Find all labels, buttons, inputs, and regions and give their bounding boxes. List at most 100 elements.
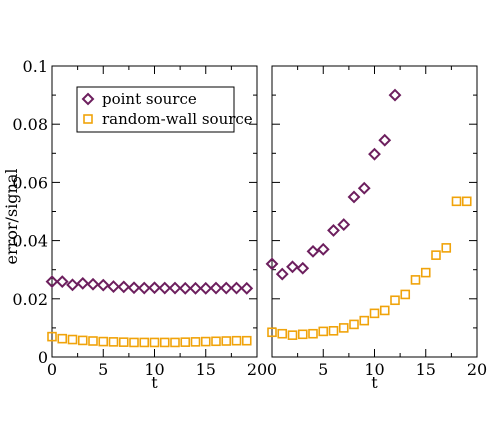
random-wall-source-marker [390, 295, 400, 306]
point-source-marker [357, 181, 371, 195]
random-wall-source-marker [149, 337, 160, 348]
right-panel: 0 5 10 15 20 t [265, 65, 487, 392]
point-source-marker [388, 88, 402, 102]
x-tick-label: 5 [98, 360, 108, 379]
point-source-marker [158, 281, 172, 295]
point-source-marker [148, 281, 161, 295]
random-wall-source-marker [77, 335, 88, 346]
legend-box [76, 86, 235, 133]
point-source-marker [199, 281, 213, 295]
point-source-marker [275, 267, 289, 281]
legend: point source random-wall source [76, 86, 253, 133]
point-source-marker [189, 281, 202, 295]
point-source-marker [316, 242, 330, 256]
random-wall-source-marker [190, 337, 201, 347]
random-wall-source-marker [451, 196, 462, 207]
random-wall-source-marker [287, 330, 298, 340]
random-wall-source-marker [338, 323, 349, 333]
x-tick-label: 20 [467, 360, 487, 379]
y-tick-label: 0 [38, 348, 48, 367]
legend-label-point-source: point source [102, 90, 197, 108]
point-source-marker [230, 281, 243, 295]
plot-frame [271, 65, 478, 358]
random-wall-source-marker [379, 305, 390, 316]
left-panel: 0 5 10 15 20 0 0.02 0.04 0.06 0.08 0.1 error/signal… [2, 57, 267, 392]
random-wall-source-marker [67, 334, 78, 345]
random-wall-source-marker [420, 267, 431, 278]
random-wall-source-marker [118, 337, 129, 347]
random-wall-source-marker [369, 308, 380, 319]
x-tick-label: 10 [364, 360, 384, 379]
y-tick-label: 0.08 [12, 115, 48, 134]
point-source-marker [219, 281, 233, 295]
point-source-marker [306, 244, 320, 258]
point-source-marker [107, 280, 120, 293]
random-wall-source-marker [231, 335, 242, 346]
random-wall-source-marker [297, 329, 308, 340]
point-source-marker [66, 278, 79, 292]
point-source-marker [127, 281, 141, 295]
legend-label-random-wall-source: random-wall source [102, 110, 253, 128]
random-wall-source-marker [328, 326, 339, 336]
x-tick-label: 20 [247, 360, 267, 379]
point-source-marker [178, 281, 192, 295]
random-wall-source-marker [180, 337, 191, 347]
point-source-marker [368, 147, 381, 161]
random-wall-source-marker [308, 328, 318, 339]
point-source-marker [117, 280, 131, 294]
random-wall-source-marker [211, 336, 221, 347]
point-source-marker [378, 133, 392, 147]
point-source-marker [337, 218, 351, 232]
y-tick-label: 0.02 [12, 290, 48, 309]
point-source-marker [327, 224, 340, 237]
point-source-marker [209, 281, 223, 295]
legend-diamond-marker [81, 92, 95, 106]
random-wall-source-marker [88, 336, 98, 346]
x-axis-title: t [371, 373, 378, 392]
random-wall-source-marker [400, 289, 411, 300]
random-wall-source-marker [277, 328, 288, 339]
point-source-marker [240, 281, 254, 295]
random-wall-source-marker [108, 337, 119, 347]
point-source-marker [265, 257, 279, 271]
random-wall-source-marker [441, 243, 452, 253]
random-wall-source-marker [57, 333, 68, 344]
legend-square-marker [83, 114, 93, 124]
y-tick-label: 0.06 [12, 173, 48, 192]
random-wall-source-marker [129, 337, 139, 348]
random-wall-source-marker [241, 335, 252, 346]
point-source-marker [286, 260, 299, 274]
point-source-marker [347, 190, 361, 204]
point-source-marker [86, 277, 100, 291]
random-wall-source-marker [267, 327, 277, 338]
x-tick-label: 15 [416, 360, 436, 379]
point-source-marker [296, 261, 310, 275]
random-wall-source-marker [47, 331, 57, 342]
point-source-marker [45, 275, 59, 289]
x-axis-title: t [151, 373, 158, 392]
x-tick-label: 0 [47, 360, 57, 379]
x-tick-label: 5 [318, 360, 328, 379]
point-source-marker [96, 278, 110, 292]
random-wall-source-marker [139, 337, 150, 348]
point-source-marker [168, 281, 182, 295]
random-wall-source-marker [410, 275, 421, 285]
random-wall-source-marker [359, 315, 370, 326]
point-source-marker [55, 275, 69, 289]
random-wall-source-marker [221, 336, 232, 346]
x-tick-label: 10 [144, 360, 164, 379]
random-wall-source-marker [431, 250, 441, 260]
random-wall-source-marker [318, 326, 329, 337]
random-wall-source-marker [461, 196, 472, 207]
point-source-marker [76, 276, 90, 290]
x-tick-label: 0 [267, 360, 277, 379]
random-wall-source-marker [159, 337, 170, 348]
random-wall-source-marker [170, 337, 180, 348]
y-tick-label: 0.1 [23, 57, 48, 76]
random-wall-source-marker [349, 319, 359, 330]
y-axis-title: error/signal [2, 169, 21, 265]
random-wall-source-marker [98, 336, 109, 347]
y-tick-label: 0.04 [12, 232, 48, 251]
random-wall-source-marker [200, 336, 211, 347]
